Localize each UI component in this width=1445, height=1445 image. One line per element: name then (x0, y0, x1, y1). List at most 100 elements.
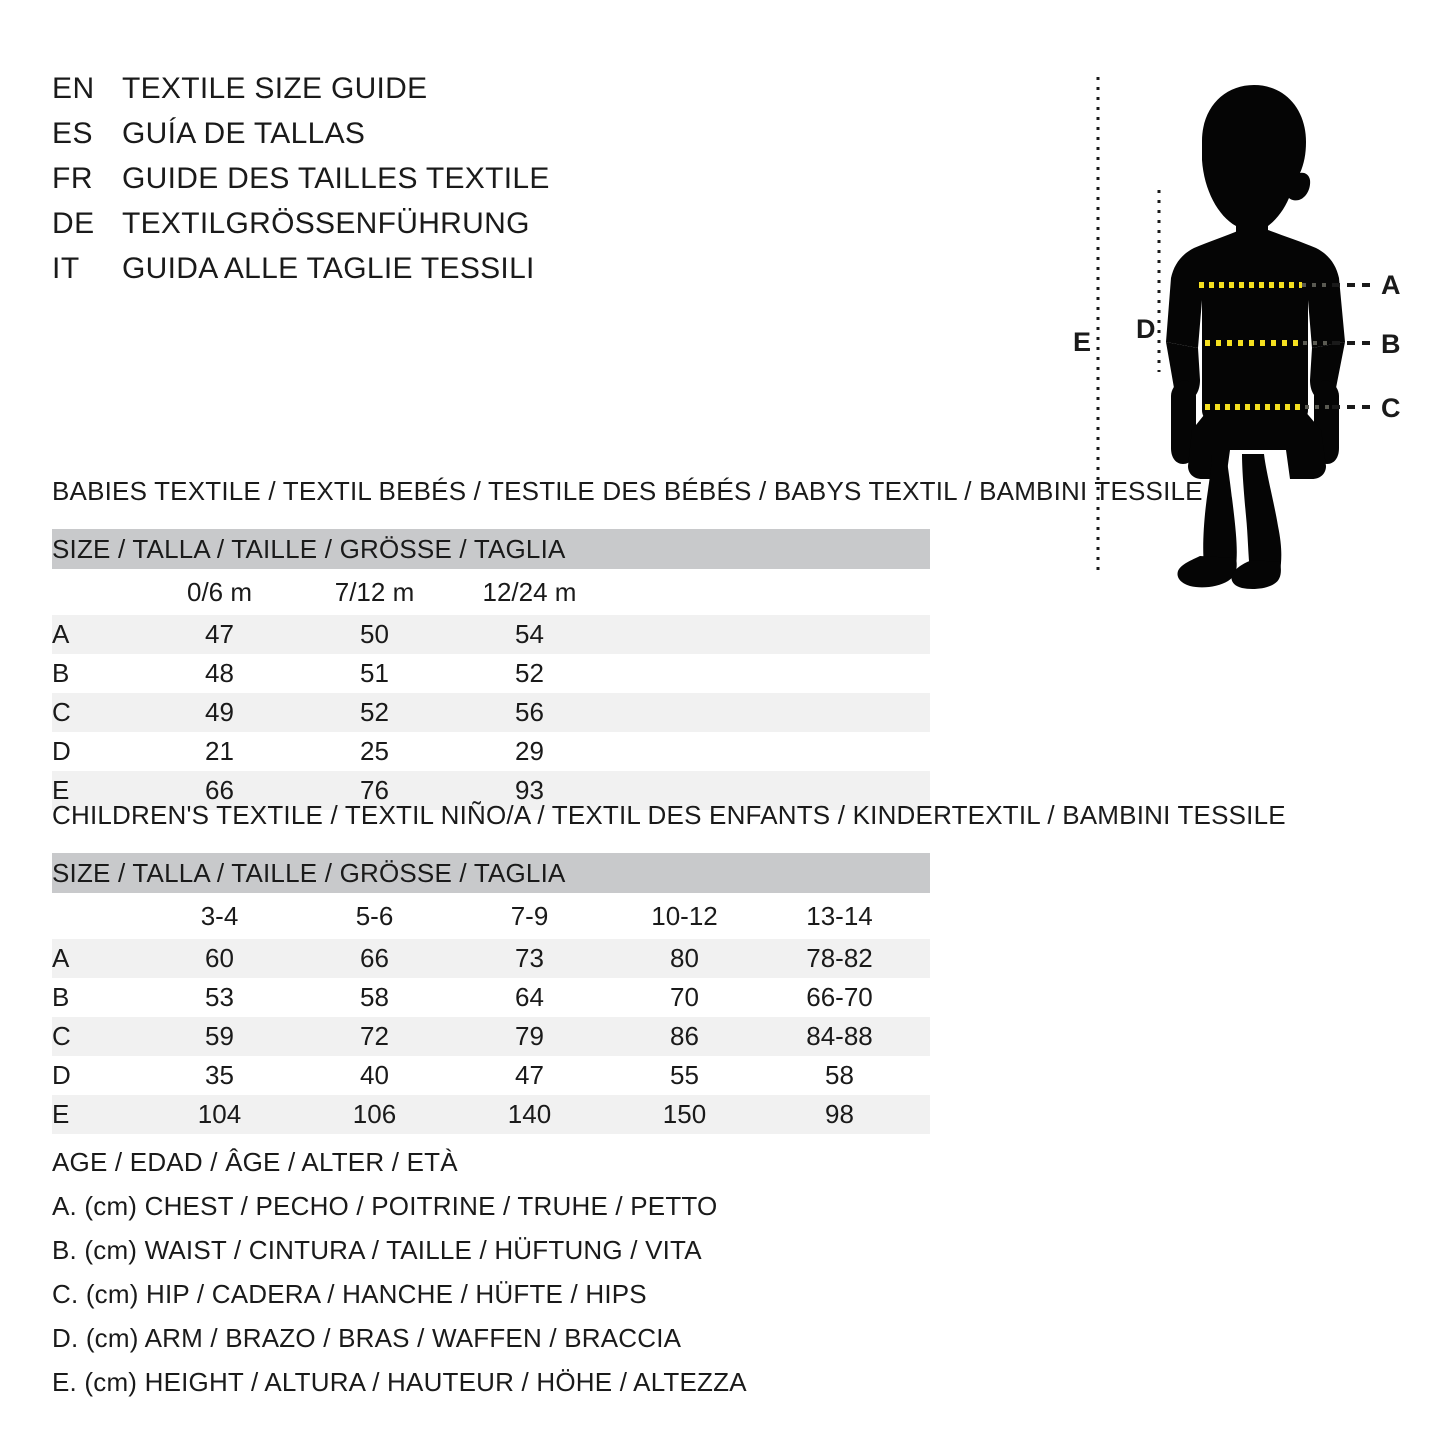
row-label: C (52, 1017, 142, 1056)
table-cell: 79 (452, 1017, 607, 1056)
table-cell: 93 (452, 771, 607, 810)
table-row: A 47 50 54 (52, 615, 931, 654)
table-cell: 47 (515, 1060, 544, 1090)
table-cell: 76 (297, 771, 452, 810)
language-row: ES GUÍA DE TALLAS (52, 117, 692, 162)
table-row: E 66 76 93 (52, 771, 931, 810)
babies-column-header: 0/6 m (142, 569, 297, 615)
table-cell: 84-88 (762, 1017, 917, 1056)
legend-line: E. (cm) HEIGHT / ALTURA / HAUTEUR / HÖHE… (52, 1367, 747, 1397)
table-cell: 29 (515, 736, 544, 766)
children-textile-section: CHILDREN'S TEXTILE / TEXTIL NIÑO/A / TEX… (52, 800, 1286, 1134)
table-cell: 54 (452, 615, 607, 654)
table-row: E 104 106 140 150 98 (52, 1095, 931, 1134)
table-cell: 53 (205, 982, 234, 1012)
table-cell: 52 (515, 658, 544, 688)
row-label: B (52, 982, 70, 1012)
table-cell: 40 (360, 1060, 389, 1090)
table-cell: 52 (297, 693, 452, 732)
table-cell: 64 (515, 982, 544, 1012)
marker-label-d: D (1136, 314, 1156, 344)
table-cell: 49 (142, 693, 297, 732)
children-band-label: SIZE / TALLA / TAILLE / GRÖSSE / TAGLIA (52, 853, 931, 893)
babies-column-header-row: 0/6 m 7/12 m 12/24 m (52, 569, 931, 615)
language-row: IT GUIDA ALLE TAGLIE TESSILI (52, 252, 692, 297)
table-pad-cell (607, 771, 931, 810)
babies-section-title: BABIES TEXTILE / TEXTIL BEBÉS / TESTILE … (52, 476, 1203, 506)
marker-label-b: B (1381, 329, 1401, 359)
table-row: C 59 72 79 86 84-88 (52, 1017, 931, 1056)
table-cell: 72 (297, 1017, 452, 1056)
children-column-header-row: 3-4 5-6 7-9 10-12 13-14 (52, 893, 931, 939)
table-cell: 56 (452, 693, 607, 732)
babies-pad-cell (607, 569, 931, 615)
table-pad-cell (917, 1056, 930, 1095)
language-title: GUÍA DE TALLAS (122, 117, 366, 150)
legend-line: B. (cm) WAIST / CINTURA / TAILLE / HÜFTU… (52, 1235, 702, 1265)
table-cell: 140 (452, 1095, 607, 1134)
table-cell: 66-70 (806, 982, 873, 1012)
babies-textile-section: BABIES TEXTILE / TEXTIL BEBÉS / TESTILE … (52, 476, 1203, 810)
children-pad-cell (917, 893, 931, 939)
babies-column-header: 12/24 m (452, 569, 607, 615)
legend-line: D. (cm) ARM / BRAZO / BRAS / WAFFEN / BR… (52, 1323, 682, 1353)
children-section-title: CHILDREN'S TEXTILE / TEXTIL NIÑO/A / TEX… (52, 800, 1286, 830)
child-silhouette-icon (1096, 77, 1370, 589)
table-cell: 70 (670, 982, 699, 1012)
table-cell: 60 (142, 939, 297, 978)
table-cell: 25 (360, 736, 389, 766)
legend-line: C. (cm) HIP / CADERA / HANCHE / HÜFTE / … (52, 1279, 647, 1309)
babies-size-table: SIZE / TALLA / TAILLE / GRÖSSE / TAGLIA … (52, 529, 931, 810)
children-column-header: 13-14 (762, 893, 917, 939)
language-title: GUIDE DES TAILLES TEXTILE (122, 162, 550, 195)
babies-column-header: 7/12 m (297, 569, 452, 615)
measurement-legend: AGE / EDAD / ÂGE / ALTER / ETÀ A. (cm) C… (52, 1140, 852, 1404)
table-cell: 55 (670, 1060, 699, 1090)
table-cell: 21 (205, 736, 234, 766)
babies-corner-cell (52, 569, 142, 615)
table-cell: 150 (607, 1095, 762, 1134)
table-pad-cell (917, 1017, 931, 1056)
children-corner-cell (52, 893, 142, 939)
row-label: B (52, 658, 70, 688)
table-cell: 73 (452, 939, 607, 978)
table-cell: 106 (297, 1095, 452, 1134)
table-cell: 35 (205, 1060, 234, 1090)
row-label: D (52, 1060, 71, 1090)
table-cell: 66 (142, 771, 297, 810)
language-row: DE TEXTILGRÖSSENFÜHRUNG (52, 207, 692, 252)
table-row: C 49 52 56 (52, 693, 931, 732)
table-row: D 21 25 29 (52, 732, 930, 771)
row-label: D (52, 736, 71, 766)
table-cell: 66 (297, 939, 452, 978)
table-cell: 51 (360, 658, 389, 688)
table-cell: 104 (142, 1095, 297, 1134)
marker-label-e: E (1073, 327, 1092, 357)
table-row: B 48 51 52 (52, 654, 930, 693)
children-band-row: SIZE / TALLA / TAILLE / GRÖSSE / TAGLIA (52, 853, 931, 893)
language-row: FR GUIDE DES TAILLES TEXTILE (52, 162, 692, 207)
language-code: ES (52, 117, 94, 150)
children-column-header: 5-6 (297, 893, 452, 939)
language-code: FR (52, 162, 93, 195)
table-cell: 58 (825, 1060, 854, 1090)
table-pad-cell (917, 978, 930, 1017)
language-code: IT (52, 252, 80, 285)
table-cell: 58 (360, 982, 389, 1012)
table-row: A 60 66 73 80 78-82 (52, 939, 931, 978)
table-pad-cell (607, 693, 931, 732)
language-title: TEXTILGRÖSSENFÜHRUNG (122, 207, 530, 240)
table-pad-cell (607, 654, 930, 693)
row-label: C (52, 693, 142, 732)
table-pad-cell (917, 1095, 931, 1134)
table-pad-cell (917, 939, 931, 978)
table-row: B 53 58 64 70 66-70 (52, 978, 930, 1017)
legend-line: A. (cm) CHEST / PECHO / POITRINE / TRUHE… (52, 1191, 718, 1221)
language-title: GUIDA ALLE TAGLIE TESSILI (122, 252, 535, 285)
language-row: EN TEXTILE SIZE GUIDE (52, 72, 692, 117)
marker-label-c: C (1381, 393, 1401, 423)
table-cell: 59 (142, 1017, 297, 1056)
language-title: TEXTILE SIZE GUIDE (122, 72, 428, 105)
children-size-table: SIZE / TALLA / TAILLE / GRÖSSE / TAGLIA … (52, 853, 931, 1134)
row-label: E (52, 771, 142, 810)
